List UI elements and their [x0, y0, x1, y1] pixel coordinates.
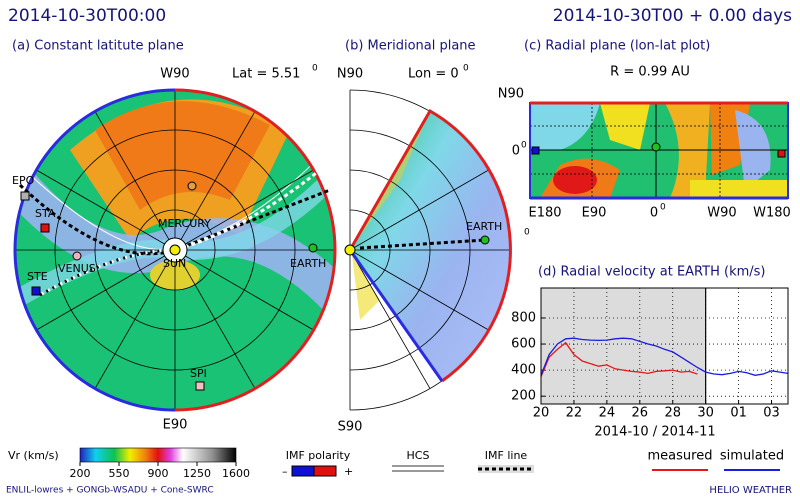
body-label: EPO [12, 174, 35, 187]
direction-label: W90 [160, 67, 189, 82]
header-left: 2014-10-30T00:00 [8, 6, 166, 26]
lon-label: E180 [528, 206, 561, 221]
radius-label: R = 0.99 AU [610, 65, 690, 80]
y-tick-label: 400 [511, 363, 536, 378]
header-right: 2014-10-30T00 + 0.00 days [553, 6, 792, 26]
colorbar-tick-label: 1600 [222, 467, 250, 480]
polar-spoke [180, 111, 256, 240]
colorbar-tick-label: 200 [70, 467, 91, 480]
longitude-unit: 0 [463, 64, 469, 74]
colorbar-tick-label: 900 [148, 467, 169, 480]
x-tick-label: 20 [533, 406, 550, 421]
x-tick-label: 22 [566, 406, 583, 421]
footer-left: ENLIL-lowres + GONGb-WSADU + Cone-SWRC [6, 486, 214, 496]
polar-spoke [36, 255, 165, 331]
direction-label: E90 [163, 418, 188, 433]
body-label: VENUS [58, 262, 96, 275]
x-tick-label: 24 [599, 406, 616, 421]
polar-spoke [185, 169, 314, 245]
polar-spoke [94, 111, 170, 240]
axis-label: N90 [498, 87, 524, 102]
axis-label: 0 [512, 144, 520, 159]
body-label: SPI [190, 367, 207, 380]
lon-label: 0 [650, 206, 658, 221]
x-tick-label: 01 [730, 406, 747, 421]
plot-frame [540, 287, 789, 405]
x-tick-label: 28 [664, 406, 681, 421]
legend-label: measured [648, 449, 713, 464]
panel-title: (c) Radial plane (lon-lat plot) [524, 39, 710, 54]
latitude-label: Lat = 5.51 [232, 67, 300, 82]
measured-period [541, 288, 706, 404]
polar-spoke [349, 249, 489, 331]
direction-label: N90 [337, 67, 363, 82]
panel-title: (a) Constant latitute plane [12, 39, 184, 54]
polar-spoke [349, 249, 431, 389]
lon-unit: 0 [524, 228, 530, 238]
colorbar-tick-label: 550 [109, 467, 130, 480]
axis-unit: 0 [521, 141, 527, 151]
body-label: STA [35, 207, 56, 220]
x-axis-label: 2014-10 / 2014-11 [594, 425, 715, 440]
lon-unit: 0 [660, 203, 666, 213]
legend-title: HCS [407, 449, 430, 462]
colorbar-tick-label: 1250 [183, 467, 211, 480]
x-tick-label: 03 [763, 406, 780, 421]
lon-label: W90 [707, 206, 736, 221]
body-label: MERCURY [158, 217, 211, 230]
polar-spoke [185, 255, 314, 331]
panel-title: (b) Meridional plane [345, 39, 476, 54]
lon-label: E90 [582, 206, 607, 221]
colorbar [79, 447, 237, 463]
polar-spoke [349, 169, 489, 251]
polar-spoke [36, 169, 165, 245]
body-label: SUN [163, 257, 186, 270]
direction-label: S90 [338, 420, 363, 435]
chart-title: (d) Radial velocity at EARTH (km/s) [538, 265, 765, 280]
x-tick-label: 26 [632, 406, 649, 421]
legend-sign: + [344, 465, 353, 478]
footer-right: HELIO WEATHER [709, 485, 792, 496]
polar-spoke [94, 260, 170, 389]
body-label: EARTH [466, 220, 502, 233]
series-line [540, 341, 698, 377]
legend-title: IMF line [485, 449, 528, 462]
series-line [540, 337, 789, 376]
x-tick-label: 30 [697, 406, 714, 421]
y-tick-label: 200 [511, 389, 536, 404]
legend-label: simulated [720, 449, 784, 464]
colorbar-label: Vr (km/s) [8, 449, 59, 462]
body-label: STE [27, 270, 48, 283]
legend-title: IMF polarity [286, 449, 351, 462]
legend-sign: – [282, 465, 288, 478]
y-tick-label: 600 [511, 337, 536, 352]
body-label: EARTH [290, 257, 326, 270]
y-tick-label: 800 [511, 310, 536, 325]
latitude-unit: 0 [312, 64, 318, 74]
longitude-label: Lon = 0 [408, 67, 459, 82]
lon-label: W180 [753, 206, 791, 221]
polar-spoke [180, 260, 256, 389]
